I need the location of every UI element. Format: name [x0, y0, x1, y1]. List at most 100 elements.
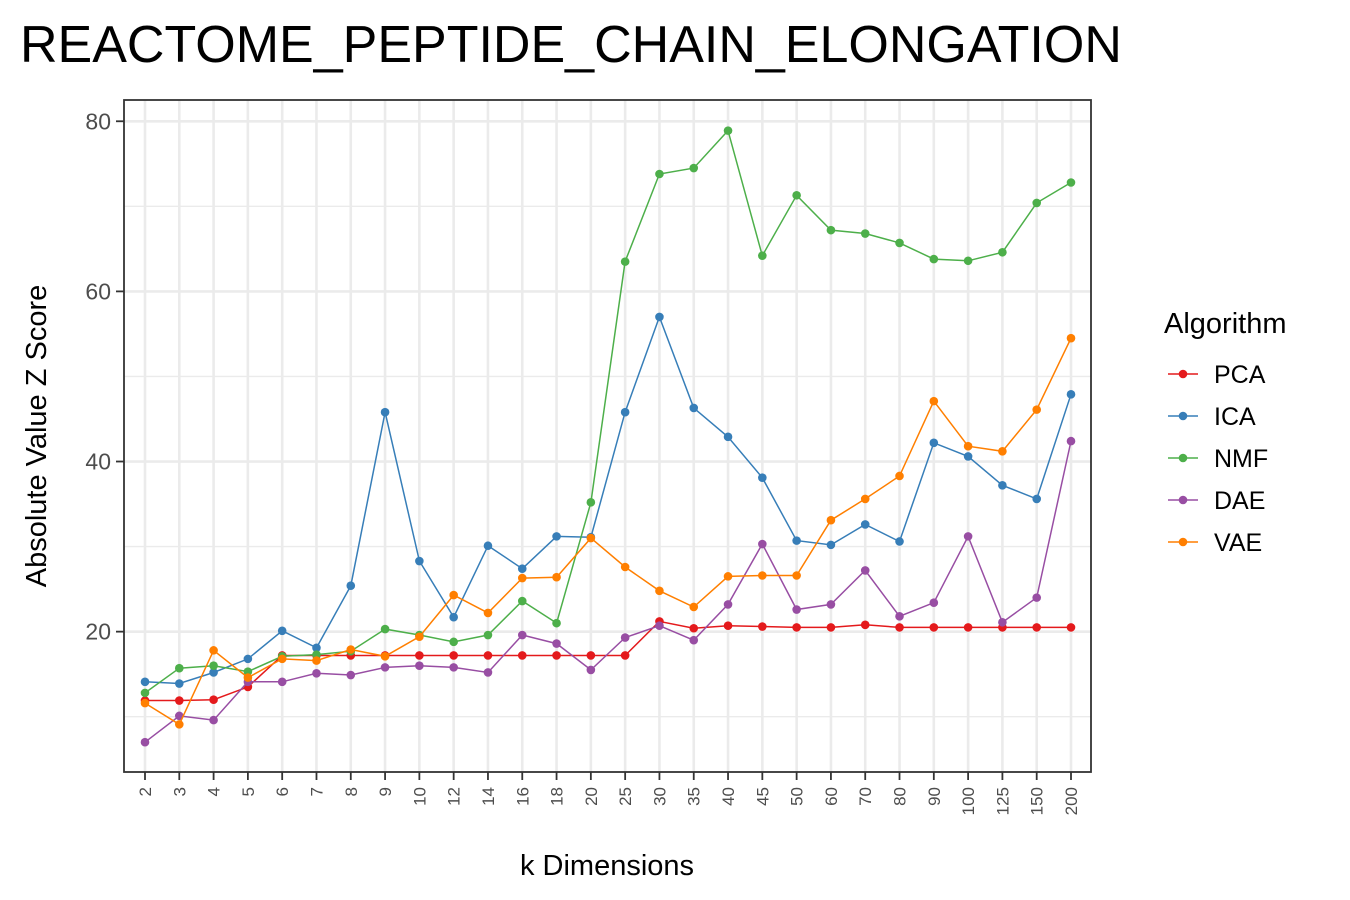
data-point — [415, 632, 424, 642]
data-point — [174, 720, 184, 729]
data-point — [895, 238, 904, 248]
data-point — [552, 639, 561, 648]
x-tick-label: 50 — [788, 787, 807, 806]
x-tick-label: 6 — [273, 787, 292, 796]
data-point — [620, 407, 630, 417]
x-tick-label: 20 — [582, 787, 601, 806]
data-point — [620, 257, 630, 266]
x-tick-label: 2 — [136, 787, 155, 796]
data-point — [277, 677, 287, 687]
x-tick-label: 12 — [445, 787, 464, 806]
data-point — [1032, 494, 1042, 504]
data-point — [792, 571, 801, 580]
series-nmf — [140, 126, 1076, 698]
data-point — [895, 612, 904, 621]
x-tick-label: 4 — [205, 787, 224, 796]
data-point — [895, 537, 904, 546]
data-point — [723, 621, 733, 630]
data-point — [312, 669, 321, 678]
data-point — [380, 663, 390, 672]
data-point — [655, 586, 664, 596]
data-point — [586, 533, 596, 543]
y-tick-label: 40 — [85, 449, 111, 475]
data-point — [998, 481, 1007, 490]
data-point — [963, 623, 973, 632]
data-point — [209, 646, 218, 655]
data-point — [517, 596, 527, 606]
y-tick-label: 80 — [85, 108, 111, 134]
data-point — [689, 403, 699, 413]
series-line-ica — [144, 314, 1072, 685]
data-point — [483, 541, 493, 551]
data-point — [689, 635, 699, 645]
data-point — [586, 665, 596, 675]
data-point — [140, 688, 150, 698]
legend-item-ica: ICA — [1168, 403, 1256, 431]
legend: Algorithm PCA ICA NMF DAE VAE — [1164, 308, 1287, 557]
data-point — [483, 608, 493, 618]
data-point — [929, 438, 939, 448]
data-point — [758, 571, 767, 580]
data-point — [723, 126, 733, 135]
data-point — [792, 190, 801, 200]
data-point — [174, 679, 184, 688]
data-point — [552, 618, 561, 628]
x-tick-label: 25 — [616, 787, 635, 806]
x-tick-label: 80 — [891, 787, 910, 806]
data-point — [998, 617, 1007, 627]
x-tick-label: 200 — [1062, 787, 1081, 815]
data-point — [380, 407, 390, 417]
data-point — [723, 600, 733, 609]
legend-key-point — [1178, 453, 1188, 463]
data-point — [963, 452, 973, 461]
data-point — [860, 620, 870, 630]
data-point — [792, 605, 801, 614]
x-tick-label: 45 — [753, 787, 772, 806]
x-tick-label: 40 — [719, 787, 738, 806]
data-point — [929, 623, 939, 632]
data-point — [209, 695, 218, 704]
data-point — [620, 562, 630, 572]
data-point — [929, 396, 939, 406]
legend-key-point — [1178, 537, 1188, 547]
data-point — [174, 663, 184, 673]
data-point — [140, 698, 150, 708]
data-point — [415, 651, 424, 660]
data-point — [517, 564, 527, 573]
data-point — [243, 654, 253, 664]
data-point — [517, 630, 527, 640]
legend-key-point — [1178, 411, 1188, 421]
data-point — [689, 602, 699, 612]
data-point — [380, 624, 390, 634]
data-point — [312, 656, 321, 665]
x-tick-label: 18 — [548, 787, 567, 806]
data-point — [620, 651, 630, 660]
x-tick-label: 30 — [650, 787, 669, 806]
data-point — [723, 572, 733, 581]
legend-label: PCA — [1214, 361, 1266, 389]
legend-label: NMF — [1214, 445, 1268, 473]
data-point — [895, 623, 904, 632]
data-point — [826, 623, 836, 632]
data-point — [963, 532, 973, 541]
data-point — [1066, 623, 1076, 632]
x-tick-label: 8 — [342, 787, 361, 796]
data-point — [689, 623, 699, 633]
legend-label: VAE — [1214, 529, 1262, 557]
data-point — [826, 225, 836, 235]
data-point — [860, 229, 870, 238]
data-point — [792, 623, 801, 632]
data-point — [346, 581, 356, 591]
data-point — [826, 515, 836, 525]
data-point — [277, 626, 287, 636]
data-point — [1066, 333, 1076, 343]
data-point — [620, 633, 630, 642]
legend-key-point — [1178, 495, 1188, 505]
data-point — [312, 643, 321, 653]
data-point — [860, 494, 870, 504]
data-point — [209, 668, 218, 677]
data-point — [483, 668, 493, 677]
data-point — [209, 661, 218, 670]
